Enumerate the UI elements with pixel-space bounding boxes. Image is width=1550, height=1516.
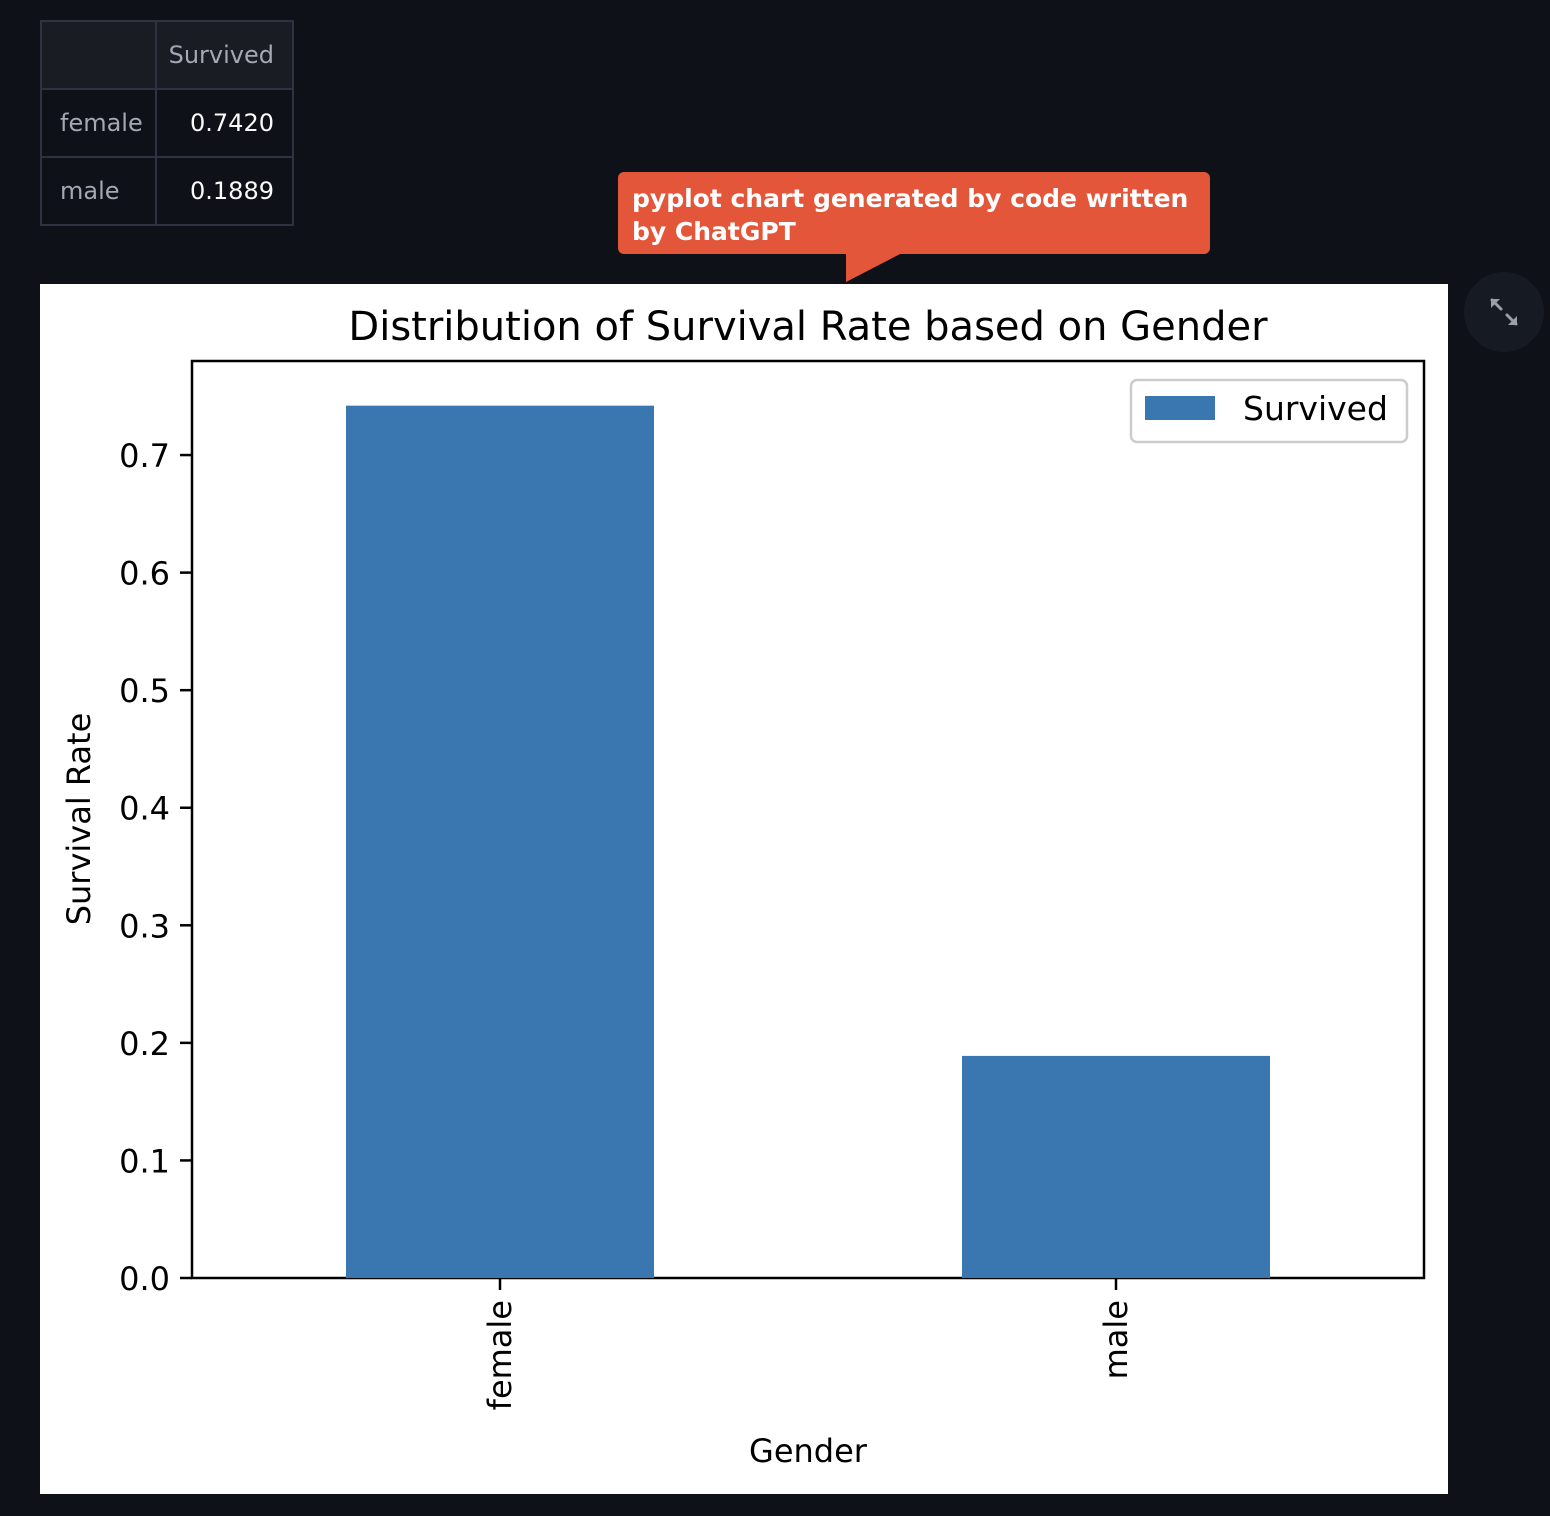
chart-title: Distribution of Survival Rate based on G… bbox=[348, 304, 1268, 350]
chart-legend: Survived bbox=[1129, 378, 1409, 444]
legend-box bbox=[1129, 378, 1409, 444]
expand-icon bbox=[1490, 298, 1518, 326]
y-tick-label: 0.3 bbox=[119, 907, 170, 945]
pyplot-chart: Distribution of Survival Rate based on G… bbox=[40, 284, 1448, 1494]
bar-female bbox=[346, 405, 654, 1278]
table-column-header-survived[interactable]: Survived bbox=[155, 20, 294, 90]
x-tick-label: male bbox=[1097, 1300, 1135, 1379]
y-tick-label: 0.0 bbox=[119, 1260, 170, 1298]
table-row: female 0.7420 bbox=[40, 88, 294, 158]
x-axis-label: Gender bbox=[749, 1432, 868, 1470]
annotation-callout: pyplot chart generated by code written b… bbox=[618, 172, 1210, 254]
table-row: male 0.1889 bbox=[40, 156, 294, 226]
bars bbox=[346, 405, 1270, 1278]
table-index-header bbox=[40, 20, 157, 90]
legend-label-survived: Survived bbox=[1243, 389, 1388, 428]
table-row-label: female bbox=[40, 88, 157, 158]
y-tick-label: 0.4 bbox=[119, 790, 170, 828]
plot-area-frame bbox=[190, 359, 1426, 1280]
annotation-callout-pointer bbox=[846, 252, 904, 282]
x-axis: female male bbox=[481, 1278, 1135, 1410]
table-cell-value[interactable]: 0.1889 bbox=[155, 156, 294, 226]
y-axis: 0.0 0.1 0.2 0.3 0.4 0.5 0.6 0.7 bbox=[119, 437, 192, 1298]
y-axis-label: Survival Rate bbox=[60, 713, 98, 926]
fullscreen-button[interactable] bbox=[1464, 272, 1544, 352]
y-tick-label: 0.5 bbox=[119, 672, 170, 710]
survival-dataframe: Survived female 0.7420 male 0.1889 bbox=[40, 20, 294, 226]
table-header-row: Survived bbox=[40, 20, 294, 90]
bar-male bbox=[962, 1055, 1270, 1278]
legend-swatch-survived bbox=[1145, 396, 1215, 420]
bar-chart-svg: Distribution of Survival Rate based on G… bbox=[60, 304, 1426, 1470]
y-tick-label: 0.2 bbox=[119, 1025, 170, 1063]
y-tick-label: 0.7 bbox=[119, 437, 170, 475]
x-tick-label: female bbox=[481, 1300, 519, 1410]
table-row-label: male bbox=[40, 156, 157, 226]
y-tick-label: 0.1 bbox=[119, 1142, 170, 1180]
y-tick-label: 0.6 bbox=[119, 555, 170, 593]
table-cell-value[interactable]: 0.7420 bbox=[155, 88, 294, 158]
